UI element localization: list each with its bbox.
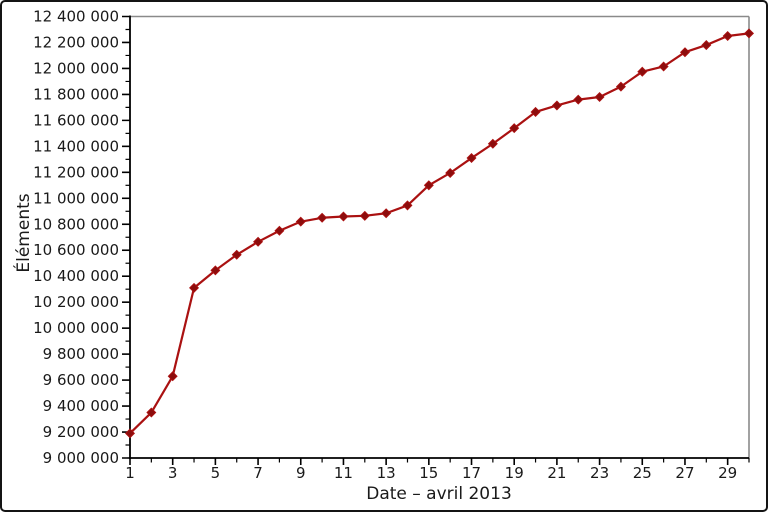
series-line — [129, 32, 750, 435]
x-tick-label: 17 — [462, 464, 481, 482]
data-point-marker — [743, 28, 755, 39]
x-tick-label: 15 — [419, 464, 438, 482]
data-point-marker — [231, 249, 242, 260]
data-point-marker — [530, 106, 541, 117]
y-tick-label: 12 400 000 — [33, 8, 119, 26]
x-tick-label: 11 — [334, 464, 353, 482]
x-tick-label: 5 — [211, 464, 221, 482]
y-tick-label: 9 000 000 — [43, 449, 119, 467]
data-point-marker — [253, 236, 264, 247]
y-tick-label: 11 400 000 — [33, 137, 119, 155]
x-axis-title: Date – avril 2013 — [366, 484, 512, 504]
y-tick-label: 12 000 000 — [33, 59, 119, 77]
data-point-marker — [615, 81, 626, 92]
y-tick-label: 9 200 000 — [43, 423, 119, 441]
data-point-marker — [701, 40, 712, 51]
data-point-marker — [146, 407, 157, 418]
x-tick-label: 21 — [547, 464, 566, 482]
data-point-marker — [509, 123, 520, 134]
x-tick-label: 3 — [168, 464, 178, 482]
y-tick-label: 10 000 000 — [33, 319, 119, 337]
x-tick-label: 1 — [125, 464, 135, 482]
y-tick-label: 12 200 000 — [33, 33, 119, 51]
x-tick-label: 27 — [675, 464, 694, 482]
data-point-marker — [594, 92, 605, 103]
data-point-marker — [295, 216, 306, 227]
data-point-marker — [658, 61, 669, 72]
y-tick-label: 11 800 000 — [33, 85, 119, 103]
y-tick-label: 10 200 000 — [33, 293, 119, 311]
data-point-marker — [637, 66, 648, 77]
y-tick-label: 10 600 000 — [33, 241, 119, 259]
data-point-marker — [402, 200, 413, 211]
data-point-marker — [551, 100, 562, 111]
data-point-marker — [445, 167, 456, 178]
data-point-marker — [359, 210, 370, 221]
data-point-marker — [167, 371, 178, 382]
data-point-marker — [679, 47, 690, 58]
y-tick-label: 10 800 000 — [33, 215, 119, 233]
data-point-marker — [338, 211, 349, 222]
data-point-marker — [423, 180, 434, 191]
y-tick-label: 9 600 000 — [43, 371, 119, 389]
y-tick-label: 9 800 000 — [43, 345, 119, 363]
data-point-marker — [189, 282, 200, 293]
x-tick-label: 19 — [505, 464, 524, 482]
x-tick-label: 13 — [377, 464, 396, 482]
data-point-marker — [722, 30, 733, 41]
y-tick-label: 9 400 000 — [43, 397, 119, 415]
data-point-marker — [210, 265, 221, 276]
x-tick-label: 23 — [590, 464, 609, 482]
y-tick-label: 11 200 000 — [33, 163, 119, 181]
y-tick-label: 11 600 000 — [33, 111, 119, 129]
data-point-marker — [381, 208, 392, 219]
data-point-marker — [487, 138, 498, 149]
data-point-marker — [274, 225, 285, 236]
data-point-marker — [124, 428, 136, 439]
y-tick-label: 10 400 000 — [33, 267, 119, 285]
data-point-marker — [317, 212, 328, 223]
y-tick-label: 11 000 000 — [33, 189, 119, 207]
data-point-marker — [573, 94, 584, 105]
data-point-marker — [466, 153, 477, 164]
x-tick-label: 25 — [633, 464, 652, 482]
y-axis-title: Éléments — [14, 193, 34, 273]
x-tick-label: 7 — [253, 464, 263, 482]
x-tick-label: 29 — [718, 464, 737, 482]
x-tick-label: 9 — [296, 464, 306, 482]
